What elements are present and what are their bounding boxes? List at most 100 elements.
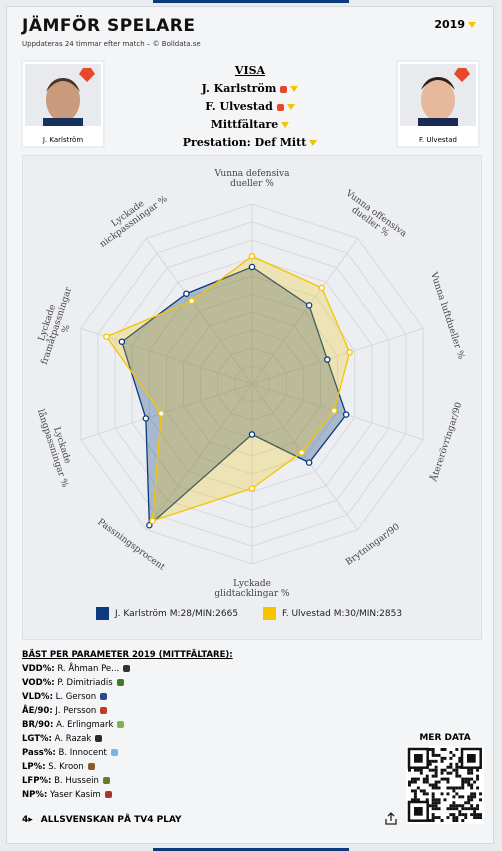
qr-cell xyxy=(443,798,447,802)
qr-cell xyxy=(425,774,429,778)
dropdown xyxy=(468,22,476,28)
qr-cell xyxy=(449,786,453,790)
qr-cell xyxy=(410,798,414,802)
data-point xyxy=(142,415,150,422)
qr-cell xyxy=(410,780,414,784)
qr-cell xyxy=(452,816,456,820)
qr-cell xyxy=(446,780,450,784)
legend-label: J. Karlström M:28/MIN:2665 xyxy=(115,608,239,619)
select[interactable]: J. Karlström xyxy=(150,80,350,98)
qr-cell xyxy=(425,780,429,784)
best-key: ÅE/90: xyxy=(22,706,53,716)
qr-cell xyxy=(452,789,456,793)
top-bar xyxy=(153,0,349,3)
qr-cell xyxy=(479,813,482,817)
legend-item[interactable]: F. Ulvestad M:30/MIN:2853 xyxy=(263,607,402,620)
qr-cell xyxy=(467,777,471,781)
qr-cell xyxy=(467,807,471,811)
qr-cell xyxy=(461,783,465,787)
qr-cell xyxy=(476,807,480,811)
data-point xyxy=(342,411,350,418)
qr-cell xyxy=(434,771,438,775)
best-row: NP%: Yaser Kasim xyxy=(22,788,233,802)
qr-cell xyxy=(434,816,438,820)
qr-cell xyxy=(431,798,435,802)
qr-cell xyxy=(437,753,441,757)
qr-code[interactable] xyxy=(406,746,484,824)
qr-cell xyxy=(458,774,462,778)
qr-cell xyxy=(419,771,423,775)
qr-cell xyxy=(413,780,417,784)
legend-item[interactable]: J. Karlström M:28/MIN:2665 xyxy=(96,607,238,620)
qr-cell xyxy=(452,753,456,757)
qr-cell xyxy=(431,748,435,751)
best-row: BR/90: A. Erlingmark xyxy=(22,718,233,732)
data-point xyxy=(183,290,190,297)
qr-cell xyxy=(473,813,477,817)
year-select[interactable]: 2019 xyxy=(434,18,476,31)
qr-cell xyxy=(437,807,441,811)
qr-cell xyxy=(413,768,417,772)
qr-cell xyxy=(467,798,471,802)
qr-cell xyxy=(473,795,477,799)
qr-cell xyxy=(428,819,432,822)
best-key: VDD%: xyxy=(22,664,55,674)
qr-cell xyxy=(440,792,444,796)
qr-cell xyxy=(470,777,474,781)
qr-cell xyxy=(452,819,456,822)
best-value: P. Dimitriadis xyxy=(57,678,113,688)
qr-cell xyxy=(455,819,459,822)
best-row: Pass%: B. Innocent xyxy=(22,746,233,760)
player-photo xyxy=(400,64,476,126)
qr-cell xyxy=(431,750,435,754)
qr-cell xyxy=(440,748,444,751)
select[interactable]: Mittfältare xyxy=(150,116,350,134)
qr-cell xyxy=(467,801,471,805)
spoke xyxy=(80,383,253,441)
best-key: VOD%: xyxy=(22,678,55,688)
qr-cell xyxy=(410,777,414,781)
qr-cell xyxy=(476,816,480,820)
qr-cell xyxy=(476,804,480,808)
qr-cell xyxy=(413,798,417,802)
chart-panel: Vunna defensiva dueller % Vunna offensiva… xyxy=(22,155,482,640)
data-point xyxy=(298,449,305,456)
qr-cell xyxy=(413,795,417,799)
qr-cell xyxy=(440,819,444,822)
best-title: BÄST PER PARAMETER 2019 (MITTFÄLTARE): xyxy=(22,650,233,660)
qr-cell xyxy=(431,807,435,811)
qr-cell xyxy=(431,804,435,808)
qr-cell xyxy=(434,759,438,763)
player-card[interactable]: J. Karlström xyxy=(23,62,103,146)
qr-cell xyxy=(410,789,414,793)
data-point xyxy=(346,349,353,356)
qr-finder xyxy=(407,800,429,822)
bottom-bar xyxy=(153,848,349,851)
qr-cell xyxy=(434,783,438,787)
select[interactable]: Prestation: Def Mitt xyxy=(150,134,350,152)
footer[interactable]: 4▸ ALLSVENSKAN PÅ TV4 PLAY xyxy=(22,815,182,825)
qr-cell xyxy=(458,765,462,769)
data-point xyxy=(318,284,326,292)
qr-cell xyxy=(434,753,438,757)
qr-cell xyxy=(461,807,465,811)
qr-cell xyxy=(431,783,435,787)
select[interactable]: F. Ulvestad xyxy=(150,98,350,116)
qr-cell xyxy=(428,748,432,751)
qr-cell xyxy=(440,777,444,781)
best-key: LFP%: xyxy=(22,776,52,786)
qr-cell xyxy=(431,786,435,790)
best-row: VLD%: L. Gerson xyxy=(22,690,233,704)
qr-cell xyxy=(413,777,417,781)
qr-cell xyxy=(446,807,450,811)
qr-cell xyxy=(428,804,432,808)
series-area xyxy=(105,255,351,522)
qr-cell xyxy=(470,768,474,772)
radar-chart xyxy=(80,203,424,565)
share-icon[interactable] xyxy=(384,812,398,826)
select-value: Prestation: Def Mitt xyxy=(182,136,307,149)
qr-cell xyxy=(449,804,453,808)
qr-cell xyxy=(434,804,438,808)
player-card[interactable]: F. Ulvestad xyxy=(398,62,478,146)
qr-cell xyxy=(452,768,456,772)
